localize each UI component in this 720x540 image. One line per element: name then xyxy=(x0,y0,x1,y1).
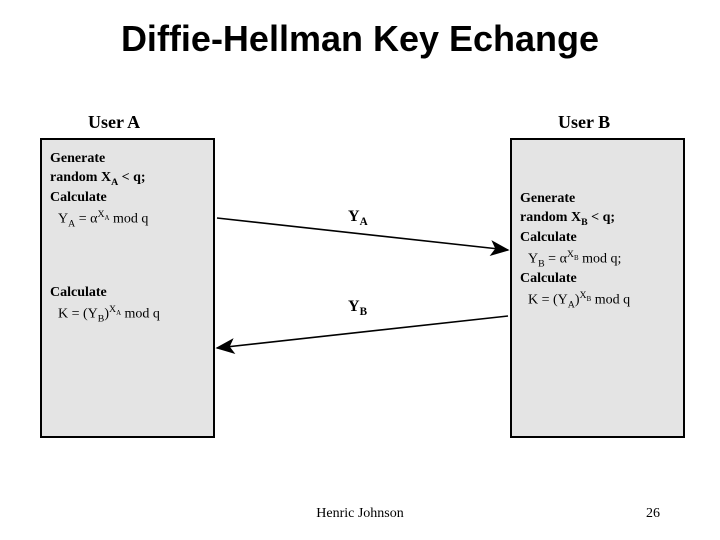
text: Y xyxy=(58,211,68,226)
text: = α xyxy=(75,211,97,226)
text: random X xyxy=(520,210,581,225)
footer-page-number: 26 xyxy=(646,506,660,522)
user-a-box: Generate random XA < q; Calculate YA = α… xyxy=(40,138,215,438)
boxA-ya: YA = αXA mod q xyxy=(50,208,205,231)
text: mod q xyxy=(109,211,148,226)
text: mod q xyxy=(121,307,160,322)
boxB-random: random XB < q; xyxy=(520,209,675,229)
text: Y xyxy=(348,298,360,315)
text: K = (Y xyxy=(58,307,98,322)
boxB-calc1: Calculate xyxy=(520,229,675,248)
user-b-box: Generate random XB < q; Calculate YB = α… xyxy=(510,138,685,438)
text: X xyxy=(97,209,104,220)
text: < q; xyxy=(118,170,145,185)
boxA-generate: Generate xyxy=(50,150,205,169)
boxB-yb: YB = αXB mod q; xyxy=(520,248,675,271)
arrow-yb xyxy=(217,316,508,348)
text: < q; xyxy=(588,210,615,225)
arrow-label-ya: YA xyxy=(348,208,368,228)
text: mod q xyxy=(591,293,630,308)
boxB-k: K = (YA)XB mod q xyxy=(520,289,675,312)
boxA-k: K = (YB)XA mod q xyxy=(50,303,205,326)
boxA-calc2: Calculate xyxy=(50,284,205,303)
boxA-random: random XA < q; xyxy=(50,169,205,189)
text: X xyxy=(580,290,587,301)
sub: A xyxy=(360,216,368,228)
text: Y xyxy=(348,208,360,225)
boxA-calc1: Calculate xyxy=(50,189,205,208)
sub: A xyxy=(568,300,575,311)
boxB-calc2: Calculate xyxy=(520,270,675,289)
slide-title: Diffie-Hellman Key Echange xyxy=(0,0,720,68)
sub: B xyxy=(360,306,367,318)
diagram-area: User A User B Generate random XA < q; Ca… xyxy=(0,68,720,478)
text: mod q; xyxy=(579,251,622,266)
arrow-label-yb: YB xyxy=(348,298,367,318)
text: = α xyxy=(545,251,567,266)
text: X xyxy=(567,249,574,260)
footer-author: Henric Johnson xyxy=(0,506,720,522)
user-a-label: User A xyxy=(88,112,140,133)
text: Y xyxy=(528,251,538,266)
text: random X xyxy=(50,170,111,185)
boxB-generate: Generate xyxy=(520,190,675,209)
text: K = (Y xyxy=(528,293,568,308)
user-b-label: User B xyxy=(558,112,610,133)
